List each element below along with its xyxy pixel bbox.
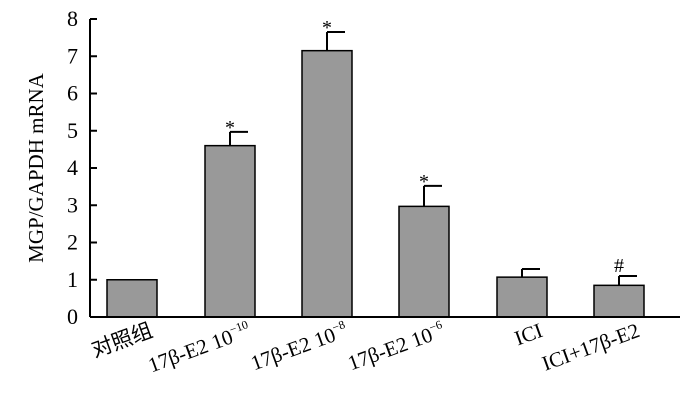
bar	[204, 144, 256, 318]
significance-mark: #	[614, 255, 624, 277]
y-tick-label: 8	[67, 6, 78, 31]
significance-mark: *	[225, 117, 235, 139]
y-tick-label: 3	[67, 192, 78, 217]
bars-layer	[106, 49, 645, 318]
bar	[106, 279, 158, 318]
y-ticks-layer: 0 1 2 3 4 5 6 7 8	[67, 6, 97, 329]
x-tick-label: 17β-E2 10−6	[344, 317, 448, 375]
bar	[593, 284, 645, 318]
significance-mark: *	[419, 171, 429, 193]
error-bars-layer	[229, 31, 637, 286]
y-tick-label: 1	[67, 267, 78, 292]
bar	[301, 49, 353, 318]
y-tick-label: 0	[67, 304, 78, 329]
x-tick-label: 17β-E2 10−10	[145, 317, 254, 377]
y-tick-label: 6	[67, 81, 78, 106]
y-tick-label: 5	[67, 118, 78, 143]
x-tick-label: ICI	[511, 318, 546, 350]
bar	[398, 205, 450, 318]
x-tick-label: ICI+17β-E2	[539, 318, 643, 375]
x-tick-label: 17β-E2 10−8	[247, 317, 351, 375]
y-tick-label: 4	[67, 155, 78, 180]
y-tick-label: 7	[67, 43, 78, 68]
significance-mark: *	[322, 17, 332, 39]
bar	[496, 276, 548, 318]
significance-marks-layer: * * * #	[225, 17, 624, 277]
y-tick-label: 2	[67, 230, 78, 255]
y-axis-label: MGP/GAPDH mRNA	[24, 72, 48, 262]
